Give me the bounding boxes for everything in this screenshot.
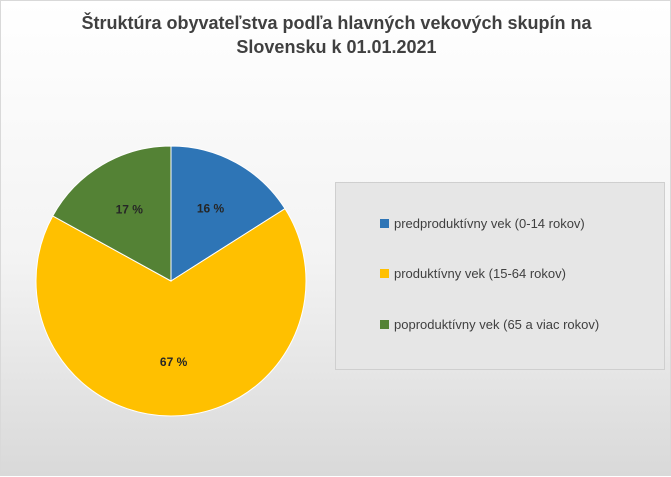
chart-title: Štruktúra obyvateľstva podľa hlavných ve… xyxy=(61,11,612,59)
legend-item-preproductive: predproduktívny vek (0-14 rokov) xyxy=(380,216,585,231)
pie-slice-productive xyxy=(35,207,307,417)
legend-item-postproductive: poproduktívny vek (65 a viac rokov) xyxy=(380,317,599,332)
legend-swatch-preproductive xyxy=(380,219,389,228)
legend: predproduktívny vek (0-14 rokov) produkt… xyxy=(335,182,665,370)
chart-title-line-1: Štruktúra obyvateľstva podľa hlavných ve… xyxy=(81,13,592,33)
data-label-productive: 67 % xyxy=(160,355,188,369)
legend-label-preproductive: predproduktívny vek (0-14 rokov) xyxy=(394,216,585,231)
legend-label-productive: produktívny vek (15-64 rokov) xyxy=(394,266,566,281)
pie-slice-preproductive xyxy=(170,145,286,282)
chart-title-line-2: Slovensku k 01.01.2021 xyxy=(236,37,437,57)
legend-label-postproductive: poproduktívny vek (65 a viac rokov) xyxy=(394,317,600,332)
data-label-preproductive: 16 % xyxy=(197,201,225,215)
data-label-postproductive: 17 % xyxy=(116,203,144,217)
legend-item-productive: produktívny vek (15-64 rokov) xyxy=(380,266,566,281)
pie-slice-postproductive xyxy=(52,145,172,282)
legend-swatch-productive xyxy=(380,269,389,278)
legend-swatch-postproductive xyxy=(380,320,389,329)
